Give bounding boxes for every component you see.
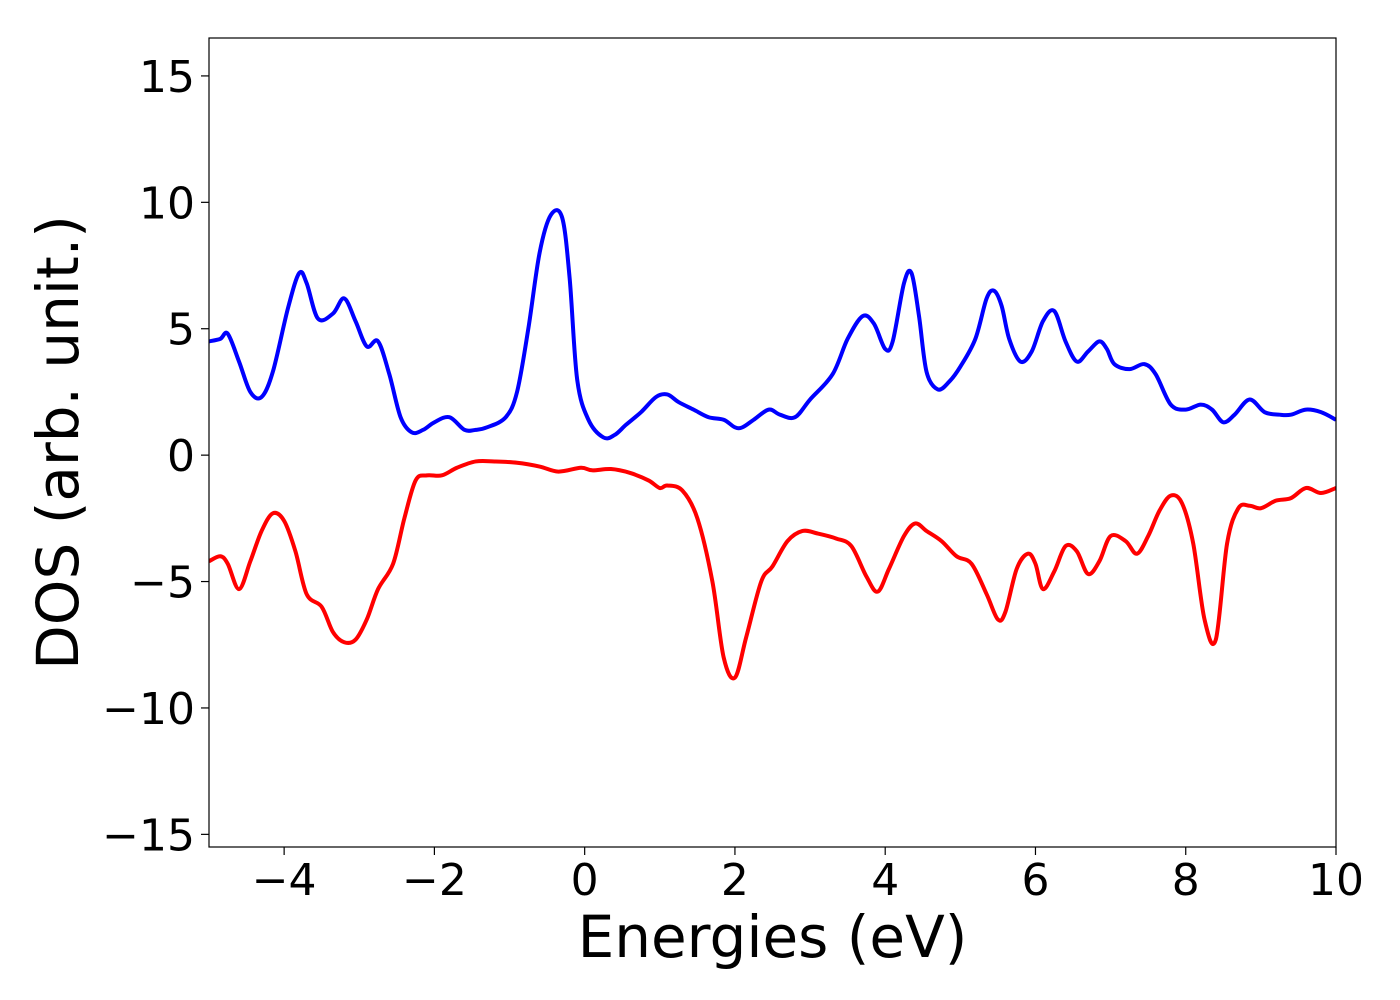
x-tick-label: 8 [1172,855,1200,906]
y-axis-label: DOS (arb. unit.) [24,215,92,670]
y-tick-label: −10 [102,684,195,735]
y-tick-label: 0 [167,431,195,482]
plot-frame [208,37,1337,848]
x-tick-label: 10 [1308,855,1364,906]
x-tick-label: 4 [871,855,899,906]
x-axis-label: Energies (eV) [578,903,968,971]
y-tick-label: −15 [102,810,195,861]
y-tick-label: 10 [139,178,195,229]
y-tick-label: −5 [130,558,195,609]
x-tick-label: −4 [252,855,317,906]
y-tick-label: 5 [167,305,195,356]
x-tick-label: 0 [571,855,599,906]
x-axis-ticks: −4 −2 0 2 4 6 8 10 [252,847,1364,906]
x-tick-label: 2 [721,855,749,906]
x-tick-label: 6 [1021,855,1049,906]
series-line-spin-up [209,208,1336,441]
y-tick-label: 15 [139,52,195,103]
series-layer [209,208,1336,681]
x-tick-label: −2 [402,855,467,906]
y-axis-ticks: −15 −10 −5 0 5 10 15 [102,52,209,861]
series-line-spin-down [209,458,1336,681]
